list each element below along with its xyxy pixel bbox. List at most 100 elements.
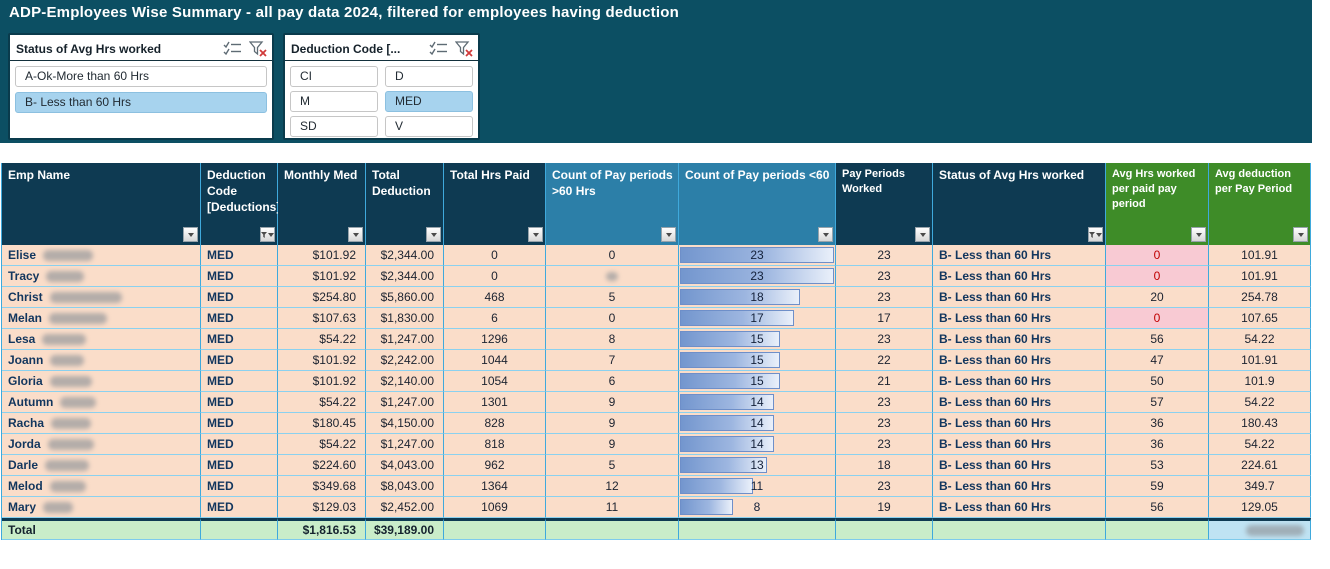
column-header-total-hrs-paid[interactable]: Total Hrs Paid bbox=[444, 163, 546, 245]
cell-emp-name[interactable]: Racha bbox=[2, 413, 201, 434]
cell-pay-periods-worked[interactable]: 23 bbox=[836, 392, 933, 413]
cell-avg-deduction[interactable]: 54.22 bbox=[1209, 329, 1311, 350]
cell-monthly-med[interactable]: $101.92 bbox=[278, 350, 366, 371]
cell-total-deduction[interactable]: $2,242.00 bbox=[366, 350, 444, 371]
total-cell-empty[interactable] bbox=[933, 518, 1106, 540]
cell-deduction-code[interactable]: MED bbox=[201, 287, 278, 308]
cell-count-gt60[interactable] bbox=[546, 266, 679, 287]
cell-total-deduction[interactable]: $2,344.00 bbox=[366, 245, 444, 266]
cell-avg-hrs-worked[interactable]: 0 bbox=[1106, 245, 1209, 266]
cell-count-lt60[interactable]: 15 bbox=[679, 371, 836, 392]
cell-monthly-med[interactable]: $180.45 bbox=[278, 413, 366, 434]
cell-monthly-med[interactable]: $107.63 bbox=[278, 308, 366, 329]
cell-avg-hrs-worked[interactable]: 0 bbox=[1106, 308, 1209, 329]
cell-total-hrs-paid[interactable]: 6 bbox=[444, 308, 546, 329]
cell-status[interactable]: B- Less than 60 Hrs bbox=[933, 476, 1106, 497]
cell-total-deduction[interactable]: $4,043.00 bbox=[366, 455, 444, 476]
cell-avg-hrs-worked[interactable]: 36 bbox=[1106, 413, 1209, 434]
cell-status[interactable]: B- Less than 60 Hrs bbox=[933, 413, 1106, 434]
slicer-item-sd[interactable]: SD bbox=[290, 116, 378, 137]
cell-total-hrs-paid[interactable]: 1044 bbox=[444, 350, 546, 371]
column-header-count-of-pay-periods-60[interactable]: Count of Pay periods <60 bbox=[679, 163, 836, 245]
cell-count-lt60[interactable]: 18 bbox=[679, 287, 836, 308]
clear-filter-icon[interactable] bbox=[455, 40, 473, 57]
cell-monthly-med[interactable]: $254.80 bbox=[278, 287, 366, 308]
cell-avg-deduction[interactable]: 129.05 bbox=[1209, 497, 1311, 518]
filter-dropdown-button[interactable] bbox=[1191, 227, 1206, 242]
cell-total-hrs-paid[interactable]: 818 bbox=[444, 434, 546, 455]
total-avg-deduction[interactable] bbox=[1209, 518, 1311, 540]
cell-emp-name[interactable]: Christ bbox=[2, 287, 201, 308]
cell-avg-hrs-worked[interactable]: 50 bbox=[1106, 371, 1209, 392]
slicer-item-m[interactable]: M bbox=[290, 91, 378, 112]
total-cell-empty[interactable] bbox=[1106, 518, 1209, 540]
cell-emp-name[interactable]: Melan bbox=[2, 308, 201, 329]
cell-pay-periods-worked[interactable]: 23 bbox=[836, 287, 933, 308]
cell-emp-name[interactable]: Autumn bbox=[2, 392, 201, 413]
cell-avg-deduction[interactable]: 101.91 bbox=[1209, 245, 1311, 266]
cell-total-hrs-paid[interactable]: 828 bbox=[444, 413, 546, 434]
cell-count-lt60[interactable]: 15 bbox=[679, 350, 836, 371]
cell-deduction-code[interactable]: MED bbox=[201, 392, 278, 413]
cell-emp-name[interactable]: Jorda bbox=[2, 434, 201, 455]
cell-deduction-code[interactable]: MED bbox=[201, 266, 278, 287]
cell-count-lt60[interactable]: 23 bbox=[679, 266, 836, 287]
cell-status[interactable]: B- Less than 60 Hrs bbox=[933, 350, 1106, 371]
cell-pay-periods-worked[interactable]: 19 bbox=[836, 497, 933, 518]
total-row-label[interactable]: Total bbox=[2, 518, 201, 540]
cell-total-deduction[interactable]: $8,043.00 bbox=[366, 476, 444, 497]
total-monthly-med[interactable]: $1,816.53 bbox=[278, 518, 366, 540]
cell-pay-periods-worked[interactable]: 23 bbox=[836, 434, 933, 455]
cell-total-hrs-paid[interactable]: 1069 bbox=[444, 497, 546, 518]
cell-emp-name[interactable]: Joann bbox=[2, 350, 201, 371]
cell-total-hrs-paid[interactable]: 1364 bbox=[444, 476, 546, 497]
cell-total-hrs-paid[interactable]: 1301 bbox=[444, 392, 546, 413]
cell-monthly-med[interactable]: $129.03 bbox=[278, 497, 366, 518]
total-cell-empty[interactable] bbox=[444, 518, 546, 540]
cell-count-lt60[interactable]: 11 bbox=[679, 476, 836, 497]
cell-avg-deduction[interactable]: 101.9 bbox=[1209, 371, 1311, 392]
cell-total-hrs-paid[interactable]: 0 bbox=[444, 245, 546, 266]
cell-emp-name[interactable]: Lesa bbox=[2, 329, 201, 350]
cell-count-gt60[interactable]: 5 bbox=[546, 287, 679, 308]
cell-pay-periods-worked[interactable]: 23 bbox=[836, 329, 933, 350]
cell-count-lt60[interactable]: 23 bbox=[679, 245, 836, 266]
cell-count-gt60[interactable]: 9 bbox=[546, 413, 679, 434]
cell-count-gt60[interactable]: 12 bbox=[546, 476, 679, 497]
cell-avg-deduction[interactable]: 101.91 bbox=[1209, 266, 1311, 287]
cell-avg-deduction[interactable]: 180.43 bbox=[1209, 413, 1311, 434]
slicer-item-b-less-than-60-hrs[interactable]: B- Less than 60 Hrs bbox=[15, 92, 267, 113]
cell-avg-deduction[interactable]: 224.61 bbox=[1209, 455, 1311, 476]
cell-avg-hrs-worked[interactable]: 53 bbox=[1106, 455, 1209, 476]
cell-count-lt60[interactable]: 8 bbox=[679, 497, 836, 518]
cell-emp-name[interactable]: Darle bbox=[2, 455, 201, 476]
cell-status[interactable]: B- Less than 60 Hrs bbox=[933, 434, 1106, 455]
slicer-item-med[interactable]: MED bbox=[385, 91, 473, 112]
cell-deduction-code[interactable]: MED bbox=[201, 329, 278, 350]
cell-pay-periods-worked[interactable]: 23 bbox=[836, 245, 933, 266]
total-cell-empty[interactable] bbox=[201, 518, 278, 540]
cell-pay-periods-worked[interactable]: 18 bbox=[836, 455, 933, 476]
cell-count-lt60[interactable]: 14 bbox=[679, 392, 836, 413]
cell-pay-periods-worked[interactable]: 17 bbox=[836, 308, 933, 329]
cell-status[interactable]: B- Less than 60 Hrs bbox=[933, 392, 1106, 413]
cell-pay-periods-worked[interactable]: 22 bbox=[836, 350, 933, 371]
column-header-avg-deduction-per-pay-period[interactable]: Avg deduction per Pay Period bbox=[1209, 163, 1311, 245]
filter-dropdown-button[interactable] bbox=[348, 227, 363, 242]
filter-dropdown-button[interactable] bbox=[1293, 227, 1308, 242]
cell-emp-name[interactable]: Gloria bbox=[2, 371, 201, 392]
cell-total-deduction[interactable]: $2,452.00 bbox=[366, 497, 444, 518]
total-cell-empty[interactable] bbox=[546, 518, 679, 540]
cell-status[interactable]: B- Less than 60 Hrs bbox=[933, 455, 1106, 476]
cell-count-gt60[interactable]: 5 bbox=[546, 455, 679, 476]
cell-count-gt60[interactable]: 9 bbox=[546, 392, 679, 413]
cell-deduction-code[interactable]: MED bbox=[201, 497, 278, 518]
cell-emp-name[interactable]: Mary bbox=[2, 497, 201, 518]
column-header-deduction-code-deductions[interactable]: Deduction Code [Deductions] bbox=[201, 163, 280, 245]
cell-avg-hrs-worked[interactable]: 57 bbox=[1106, 392, 1209, 413]
multi-select-icon[interactable] bbox=[429, 41, 448, 56]
cell-avg-deduction[interactable]: 349.7 bbox=[1209, 476, 1311, 497]
column-header-monthly-med[interactable]: Monthly Med bbox=[278, 163, 366, 245]
cell-total-deduction[interactable]: $1,247.00 bbox=[366, 434, 444, 455]
column-header-status-of-avg-hrs-worked[interactable]: Status of Avg Hrs worked bbox=[933, 163, 1106, 245]
